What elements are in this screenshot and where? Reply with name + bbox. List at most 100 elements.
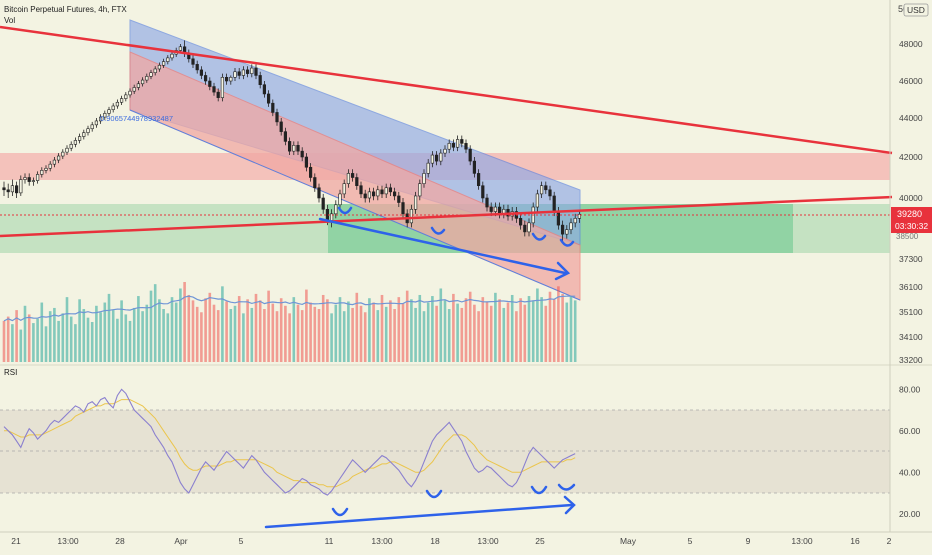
- volume-bar: [401, 303, 405, 362]
- candle-body: [6, 189, 10, 193]
- candle-body: [518, 218, 523, 226]
- candle-body: [19, 179, 23, 194]
- candle-body: [107, 109, 111, 114]
- candle-body: [565, 229, 569, 235]
- volume-bar: [74, 324, 77, 362]
- volume-bar: [225, 301, 228, 362]
- annotation-group-rsi: [264, 483, 576, 529]
- candle-body: [367, 191, 372, 199]
- time-tick: 13:00: [57, 536, 79, 546]
- candle-body: [401, 202, 405, 215]
- volume-bar: [368, 298, 371, 362]
- volume-bar: [410, 299, 413, 362]
- volume-bar: [338, 297, 342, 362]
- volume-bar: [376, 310, 380, 362]
- volume-bar: [23, 305, 27, 362]
- candle-body: [569, 222, 573, 230]
- candle-body: [430, 154, 435, 164]
- volume-bar: [405, 290, 409, 362]
- time-tick: 21: [11, 536, 21, 546]
- price-tick: 46000: [899, 76, 923, 86]
- candle-body: [313, 177, 317, 189]
- candle-body: [451, 143, 456, 148]
- volume-bar: [48, 311, 52, 362]
- volume-bar: [149, 290, 153, 362]
- descending-trendline[interactable]: [0, 25, 893, 155]
- volume-bar: [57, 320, 60, 362]
- volume-bar: [195, 306, 199, 362]
- arrow-head: [563, 495, 576, 515]
- volume-bar: [204, 298, 207, 362]
- volume-bar: [313, 306, 317, 362]
- volume-bar: [523, 304, 527, 362]
- annotation-group-price: [318, 206, 575, 281]
- volume-bar: [422, 311, 426, 362]
- candle-body: [69, 144, 73, 149]
- volume-bar: [565, 302, 569, 362]
- candle-body: [178, 46, 183, 51]
- volume-bar: [321, 294, 325, 362]
- volume-bar: [389, 300, 392, 362]
- candle-body: [266, 93, 271, 104]
- volume-bar: [27, 314, 31, 362]
- candle-body: [195, 64, 199, 71]
- volume-bar: [519, 298, 522, 362]
- symbol-title[interactable]: Bitcoin Perpetual Futures, 4h, FTX: [4, 5, 127, 14]
- rsi-low-mark: [425, 489, 443, 499]
- candle-body: [258, 75, 262, 85]
- volume-bar: [145, 304, 149, 362]
- candle-body: [191, 58, 195, 65]
- swing-low-mark: [430, 226, 446, 235]
- volume-bar: [179, 288, 182, 362]
- candle-body: [308, 166, 313, 178]
- candle-body: [128, 90, 132, 96]
- candle-body: [170, 53, 174, 59]
- volume-bar: [510, 294, 514, 362]
- volume-bar: [305, 289, 308, 362]
- volume-bar: [548, 291, 552, 362]
- volume-bar: [32, 323, 35, 362]
- volume-bar: [326, 299, 329, 362]
- candle-body: [86, 128, 90, 133]
- currency-label: USD: [907, 5, 925, 15]
- volume-bar: [435, 305, 438, 362]
- candle-body: [523, 224, 527, 233]
- volume-bar: [158, 299, 161, 362]
- candle-body: [371, 191, 376, 197]
- volume-bar: [187, 294, 191, 362]
- rsi-tick: 40.00: [899, 467, 921, 477]
- volume-bar: [233, 305, 237, 362]
- candle-body: [149, 72, 153, 77]
- candle-body: [216, 91, 220, 98]
- volume-bar: [502, 307, 506, 362]
- volume-bar: [552, 299, 556, 362]
- candle-body: [485, 197, 489, 208]
- swing-low-mark: [531, 232, 547, 241]
- volume-bar: [90, 322, 94, 362]
- volume-bar: [447, 309, 451, 362]
- candle-body: [413, 195, 418, 210]
- volume-bar: [498, 299, 501, 362]
- rsi-low-mark: [530, 485, 548, 495]
- candle-body: [271, 102, 275, 113]
- candle-body: [296, 145, 300, 152]
- candle-body: [539, 185, 544, 195]
- candle-body: [220, 77, 225, 98]
- time-tick: 25: [535, 536, 545, 546]
- candle-body: [422, 173, 426, 184]
- time-tick: 18: [430, 536, 440, 546]
- volume-bar: [246, 299, 249, 362]
- candle-body: [426, 162, 430, 174]
- volume-bar: [69, 316, 73, 362]
- currency-badge[interactable]: [903, 3, 929, 17]
- volume-bar: [443, 300, 447, 362]
- volume-bar: [254, 293, 258, 362]
- candle-body: [111, 105, 115, 110]
- candle-body: [90, 124, 94, 130]
- candle-body: [573, 218, 577, 224]
- ascending-trendline[interactable]: [0, 195, 893, 238]
- candle-body: [380, 189, 384, 195]
- price-tick: 34100: [899, 332, 923, 342]
